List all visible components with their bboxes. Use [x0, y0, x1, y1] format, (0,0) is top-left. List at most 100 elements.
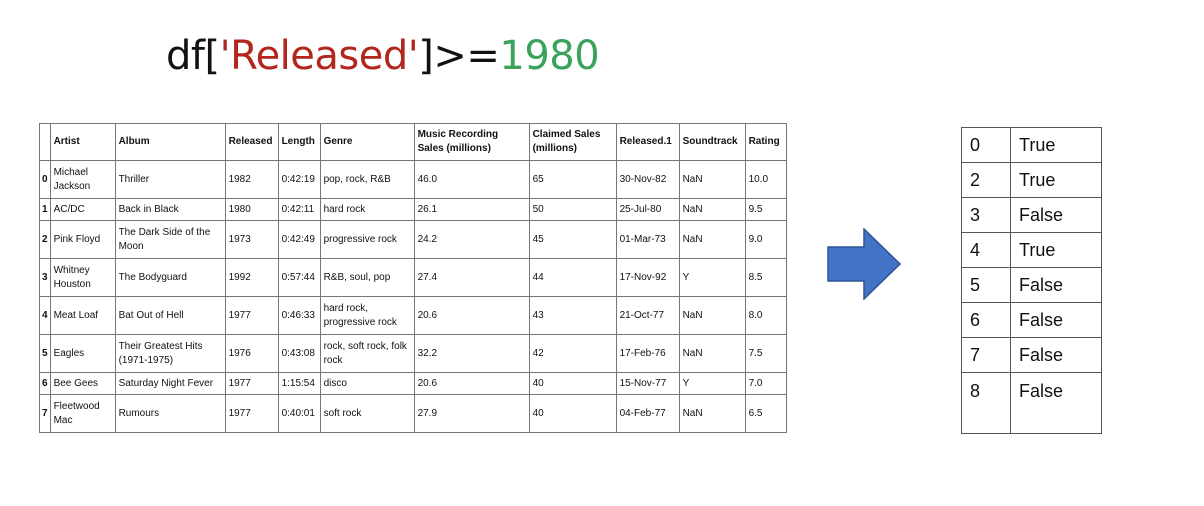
series-value: True — [1010, 232, 1102, 268]
cell-genre: soft rock — [319, 394, 415, 433]
table-row: 2 Pink Floyd The Dark Side of the Moon 1… — [39, 220, 787, 259]
dataframe-table: Artist Album Released Length Genre Music… — [39, 123, 787, 433]
row-index: 6 — [39, 372, 51, 395]
cell-length: 0:57:44 — [277, 258, 321, 297]
series-row: 6 False — [961, 302, 1102, 338]
cell-released-1: 01-Mar-73 — [615, 220, 680, 259]
series-index: 7 — [961, 337, 1011, 373]
cell-album: Bat Out of Hell — [114, 296, 226, 335]
right-arrow-icon — [827, 228, 901, 300]
cell-genre: hard rock — [319, 198, 415, 221]
cell-rating: 7.5 — [744, 334, 787, 373]
cell-claimed: 45 — [528, 220, 617, 259]
series-row: 7 False — [961, 337, 1102, 373]
header-released: Released — [224, 123, 279, 161]
header-music-recording-sales: Music Recording Sales (millions) — [413, 123, 530, 161]
cell-claimed: 40 — [528, 394, 617, 433]
cell-length: 0:42:49 — [277, 220, 321, 259]
right-arrow-shape — [827, 228, 901, 300]
cell-artist: Whitney Houston — [49, 258, 116, 297]
cell-genre: pop, rock, R&B — [319, 160, 415, 199]
series-index: 8 — [961, 372, 1011, 434]
cell-released: 1982 — [224, 160, 279, 199]
series-row: 4 True — [961, 232, 1102, 268]
cell-released: 1976 — [224, 334, 279, 373]
cell-soundtrack: Y — [678, 258, 746, 297]
table-row: 4 Meat Loaf Bat Out of Hell 1977 0:46:33… — [39, 296, 787, 335]
table-row: 0 Michael Jackson Thriller 1982 0:42:19 … — [39, 160, 787, 199]
cell-released-1: 15-Nov-77 — [615, 372, 680, 395]
table-row: 3 Whitney Houston The Bodyguard 1992 0:5… — [39, 258, 787, 297]
cell-sales: 24.2 — [413, 220, 530, 259]
cell-genre: hard rock, progressive rock — [319, 296, 415, 335]
expression-operator: ]>= — [418, 33, 500, 79]
row-index: 2 — [39, 220, 51, 259]
cell-released-1: 04-Feb-77 — [615, 394, 680, 433]
expression-prefix: df[ — [166, 33, 220, 79]
cell-soundtrack: NaN — [678, 394, 746, 433]
series-value: False — [1010, 197, 1102, 233]
row-index: 1 — [39, 198, 51, 221]
cell-sales: 46.0 — [413, 160, 530, 199]
series-row: 8 False — [961, 372, 1102, 434]
cell-soundtrack: Y — [678, 372, 746, 395]
series-value: False — [1010, 302, 1102, 338]
cell-rating: 10.0 — [744, 160, 787, 199]
row-index: 0 — [39, 160, 51, 199]
series-row: 5 False — [961, 267, 1102, 303]
cell-artist: Pink Floyd — [49, 220, 116, 259]
cell-genre: disco — [319, 372, 415, 395]
series-row: 3 False — [961, 197, 1102, 233]
cell-soundtrack: NaN — [678, 198, 746, 221]
cell-released-1: 17-Nov-92 — [615, 258, 680, 297]
series-index: 4 — [961, 232, 1011, 268]
cell-rating: 6.5 — [744, 394, 787, 433]
cell-length: 0:43:08 — [277, 334, 321, 373]
cell-released: 1992 — [224, 258, 279, 297]
cell-artist: Meat Loaf — [49, 296, 116, 335]
cell-released-1: 17-Feb-76 — [615, 334, 680, 373]
header-length: Length — [277, 123, 321, 161]
cell-artist: Fleetwood Mac — [49, 394, 116, 433]
cell-rating: 8.0 — [744, 296, 787, 335]
cell-claimed: 40 — [528, 372, 617, 395]
cell-sales: 27.9 — [413, 394, 530, 433]
table-row: 7 Fleetwood Mac Rumours 1977 0:40:01 sof… — [39, 394, 787, 433]
cell-rating: 8.5 — [744, 258, 787, 297]
cell-album: Back in Black — [114, 198, 226, 221]
cell-claimed: 42 — [528, 334, 617, 373]
cell-released: 1980 — [224, 198, 279, 221]
row-index: 7 — [39, 394, 51, 433]
cell-released-1: 30-Nov-82 — [615, 160, 680, 199]
series-value: False — [1010, 337, 1102, 373]
header-released-1: Released.1 — [615, 123, 680, 161]
expression-column: 'Released' — [219, 33, 419, 79]
cell-sales: 20.6 — [413, 296, 530, 335]
series-value: True — [1010, 162, 1102, 198]
cell-soundtrack: NaN — [678, 334, 746, 373]
cell-artist: Michael Jackson — [49, 160, 116, 199]
cell-genre: R&B, soul, pop — [319, 258, 415, 297]
cell-claimed: 50 — [528, 198, 617, 221]
cell-released-1: 21-Oct-77 — [615, 296, 680, 335]
table-row: 6 Bee Gees Saturday Night Fever 1977 1:1… — [39, 372, 787, 395]
dataframe-header-row: Artist Album Released Length Genre Music… — [39, 123, 787, 161]
cell-claimed: 43 — [528, 296, 617, 335]
header-claimed-sales: Claimed Sales (millions) — [528, 123, 617, 161]
cell-length: 0:46:33 — [277, 296, 321, 335]
cell-length: 0:42:19 — [277, 160, 321, 199]
series-row: 2 True — [961, 162, 1102, 198]
header-index — [39, 123, 51, 161]
series-index: 0 — [961, 127, 1011, 163]
cell-album: Saturday Night Fever — [114, 372, 226, 395]
cell-sales: 26.1 — [413, 198, 530, 221]
table-row: 5 Eagles Their Greatest Hits (1971-1975)… — [39, 334, 787, 373]
cell-length: 0:42:11 — [277, 198, 321, 221]
expression-value: 1980 — [499, 33, 600, 79]
cell-rating: 9.5 — [744, 198, 787, 221]
series-index: 2 — [961, 162, 1011, 198]
cell-length: 1:15:54 — [277, 372, 321, 395]
cell-album: The Dark Side of the Moon — [114, 220, 226, 259]
cell-claimed: 44 — [528, 258, 617, 297]
cell-genre: progressive rock — [319, 220, 415, 259]
